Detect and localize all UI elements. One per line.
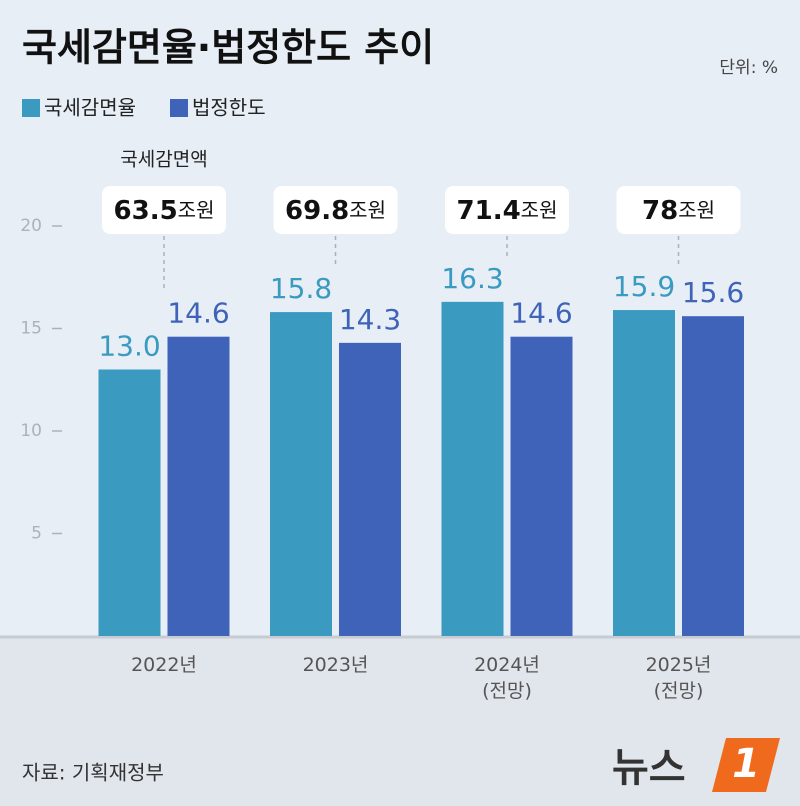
value-label: 15.8: [270, 272, 332, 305]
annotation-box: [273, 186, 398, 234]
annotation-value: 63.5: [114, 196, 178, 226]
x-tick-label: 2024년 (전망): [474, 654, 540, 702]
annotation-value: 69.8: [285, 196, 349, 226]
x-tick-label: 2022년: [131, 654, 197, 676]
ground: [0, 636, 800, 806]
bar: [98, 369, 161, 636]
bar: [682, 316, 744, 636]
value-label: 14.3: [339, 303, 401, 336]
value-label: 16.3: [441, 262, 503, 295]
annotation-box: [102, 186, 226, 234]
value-label: 13.0: [98, 330, 160, 363]
x-tick-label: 2023년: [302, 654, 369, 676]
y-tick-label: 15: [20, 319, 42, 339]
value-label: 14.6: [167, 297, 229, 330]
legend-label: 국세감면율: [44, 96, 136, 120]
x-tick-label: 2025년 (전망): [645, 654, 712, 702]
logo-mark: 1: [732, 741, 760, 787]
bar: [270, 312, 332, 636]
source: 자료: 기획재정부: [22, 761, 164, 785]
annotation-text: 69.8조원: [285, 196, 386, 226]
legend-swatch: [170, 99, 188, 117]
bar: [441, 301, 504, 636]
annotation-text: 71.4조원: [457, 196, 558, 226]
value-label: 15.9: [613, 270, 675, 303]
unit-note: 단위: %: [719, 58, 778, 78]
bar: [510, 336, 573, 636]
value-label: 14.6: [510, 297, 572, 330]
chart-title: 국세감면율·법정한도 추이: [22, 26, 434, 70]
annotation-text: 63.5조원: [114, 196, 215, 226]
bar: [167, 336, 230, 636]
annotation-value: 71.4: [457, 196, 521, 226]
bar: [613, 310, 675, 636]
annotation-unit: 조원: [349, 198, 386, 222]
annotation-unit: 조원: [521, 198, 558, 222]
logo-mark-bg: [712, 738, 780, 792]
legend-label: 법정한도: [192, 96, 266, 120]
annotation-text: 78조원: [642, 196, 715, 226]
value-label: 15.6: [682, 276, 744, 309]
y-tick-label: 5: [31, 524, 42, 544]
y-tick-label: 10: [20, 421, 42, 441]
annotation-box: [616, 186, 741, 234]
legend-swatch: [22, 99, 40, 117]
logo-text: 뉴스: [612, 745, 686, 791]
annotation-box: [445, 186, 569, 234]
annotation-unit: 조원: [178, 198, 215, 222]
annotation-label: 국세감면액: [120, 149, 207, 171]
annotation-value: 78: [642, 196, 678, 226]
annotation-unit: 조원: [678, 198, 715, 222]
bar: [339, 342, 401, 636]
y-tick-label: 20: [20, 216, 42, 236]
